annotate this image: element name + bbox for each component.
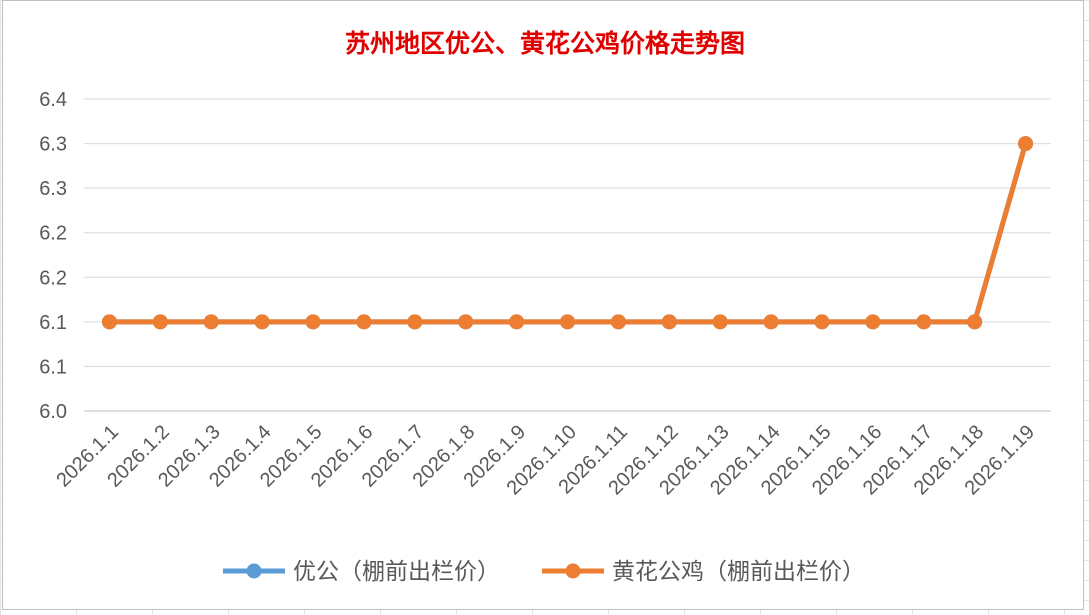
data-point — [356, 314, 372, 330]
legend-label: 黄花公鸡（棚前出栏价） — [612, 559, 865, 585]
data-point — [1018, 136, 1034, 152]
y-axis-ticks: 6.4 6.3 6.3 6.2 6.2 6.1 6.1 6.0 — [39, 89, 67, 423]
data-point — [763, 314, 779, 330]
chart-title: 苏州地区优公、黄花公鸡价格走势图 — [345, 29, 745, 58]
y-tick-label: 6.2 — [39, 223, 67, 245]
legend: 优公（棚前出栏价） 黄花公鸡（棚前出栏价） — [223, 559, 865, 585]
legend-item: 黄花公鸡（棚前出栏价） — [542, 559, 865, 585]
data-point — [814, 314, 830, 330]
legend-swatch-marker — [565, 563, 581, 579]
data-point — [152, 314, 168, 330]
data-point — [305, 314, 321, 330]
x-axis-ticks: 2026.1.12026.1.22026.1.32026.1.42026.1.5… — [52, 421, 1039, 499]
data-point — [967, 314, 983, 330]
data-point — [865, 314, 881, 330]
data-point — [560, 314, 575, 330]
data-point — [203, 314, 219, 330]
data-point — [712, 314, 728, 330]
y-tick-label: 6.1 — [39, 312, 67, 334]
legend-item: 优公（棚前出栏价） — [223, 559, 500, 585]
data-point — [509, 314, 525, 330]
y-tick-label: 6.3 — [39, 178, 67, 200]
gridlines — [84, 98, 1051, 412]
y-tick-label: 6.1 — [39, 356, 67, 378]
y-tick-label: 6.3 — [39, 134, 67, 156]
data-point — [101, 314, 117, 330]
y-tick-label: 6.4 — [39, 89, 67, 111]
legend-label: 优公（棚前出栏价） — [293, 559, 500, 585]
y-tick-label: 6.2 — [39, 267, 67, 289]
series-group — [101, 136, 1034, 330]
data-point — [916, 314, 932, 330]
legend-swatch-marker — [246, 563, 262, 579]
data-point — [254, 314, 270, 330]
data-point — [407, 314, 423, 330]
series-lines — [101, 136, 1034, 330]
data-point — [610, 314, 626, 330]
y-tick-label: 6.0 — [39, 401, 67, 423]
data-point — [458, 314, 474, 330]
data-point — [661, 314, 677, 330]
